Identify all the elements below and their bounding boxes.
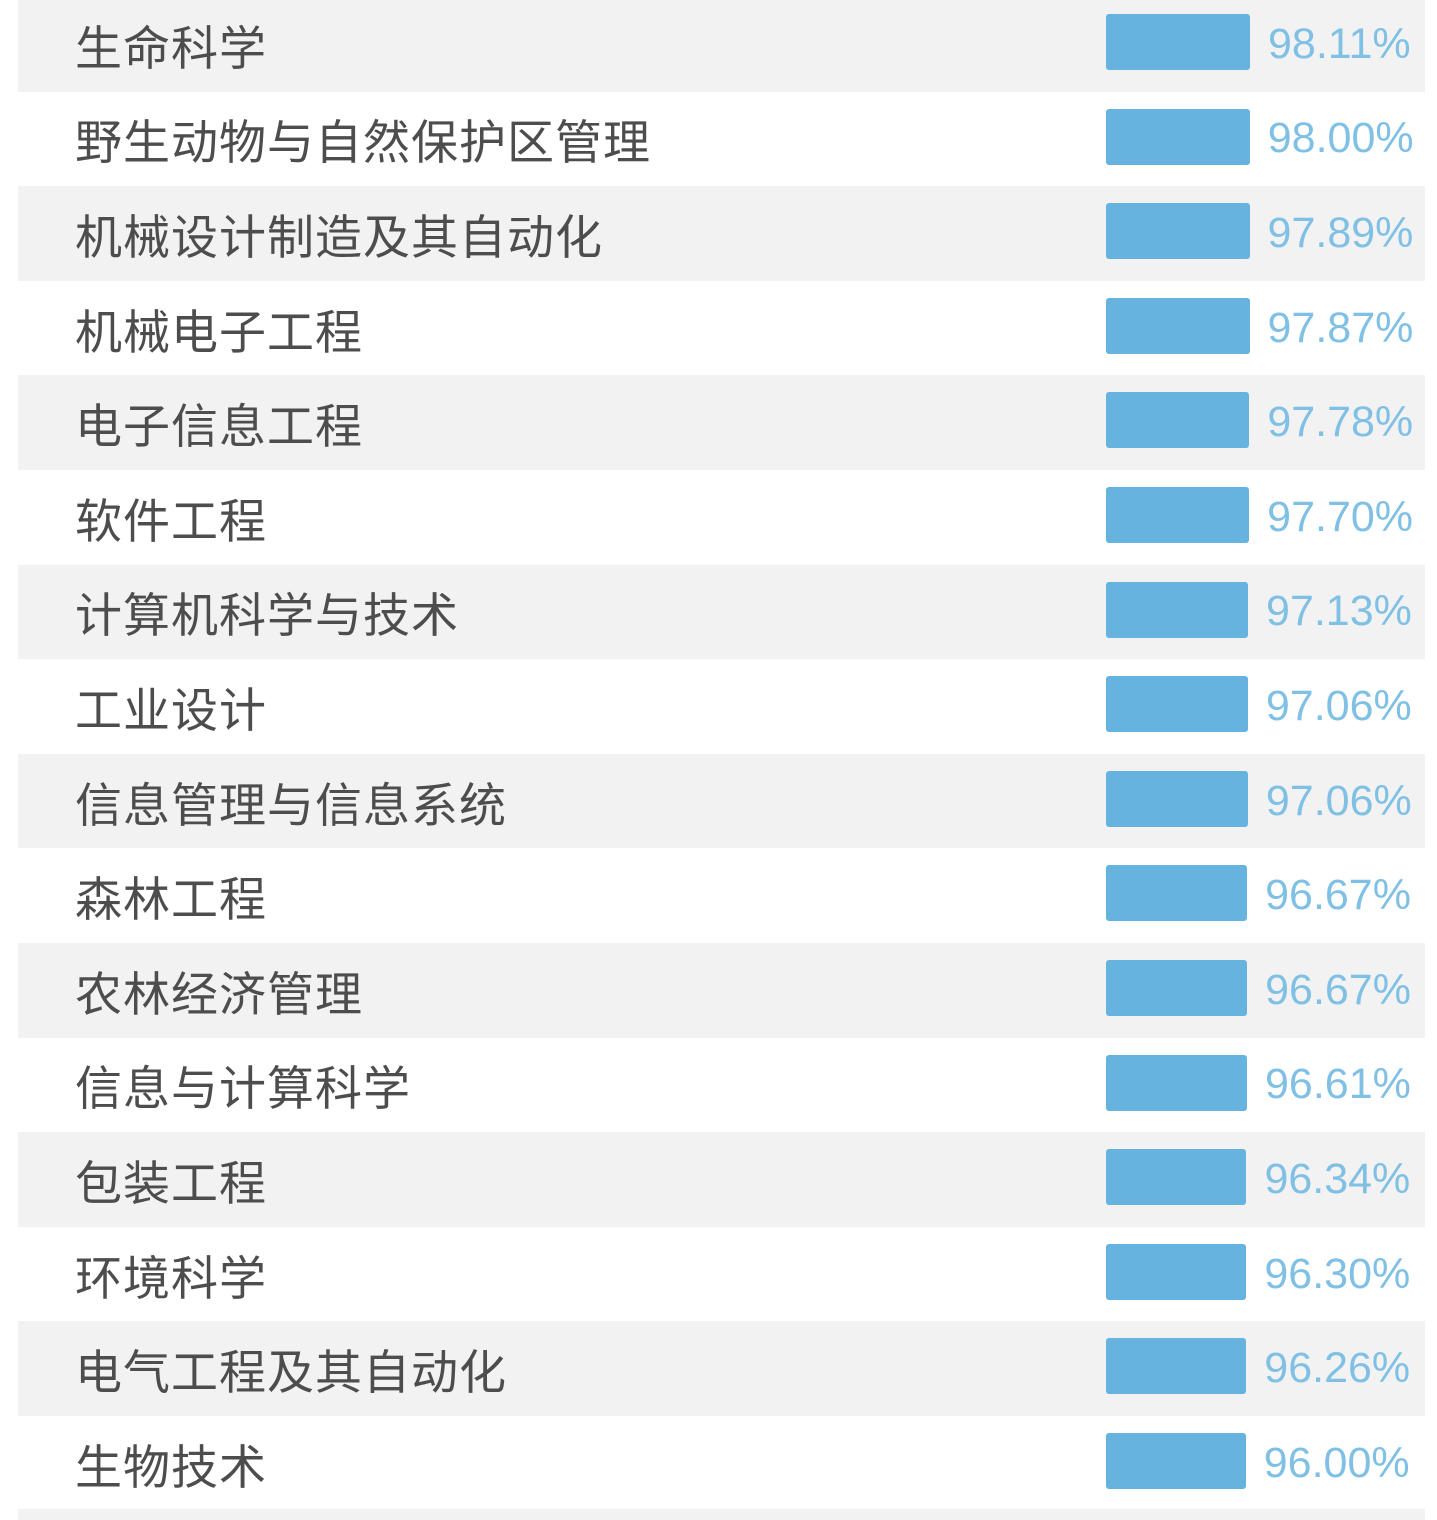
value-label: 96.26% xyxy=(1264,1321,1410,1416)
category-label: 软件工程 xyxy=(75,470,267,565)
category-label: 森林工程 xyxy=(75,848,267,943)
bar xyxy=(1106,771,1248,827)
bar xyxy=(1106,203,1250,259)
value-label: 96.61% xyxy=(1265,1038,1411,1133)
value-label: 96.34% xyxy=(1264,1132,1410,1227)
category-label: 生物技术 xyxy=(75,1416,267,1511)
value-label: 97.89% xyxy=(1268,186,1414,281)
bar xyxy=(1106,1149,1246,1205)
value-label: 97.06% xyxy=(1266,659,1412,754)
category-label: 电气工程及其自动化 xyxy=(75,1321,507,1416)
bar xyxy=(1106,1338,1246,1394)
bar xyxy=(1106,392,1249,448)
category-label: 工业设计 xyxy=(75,659,267,754)
category-label: 生命科学 xyxy=(75,0,267,92)
category-label: 计算机科学与技术 xyxy=(75,565,459,660)
bar xyxy=(1106,487,1249,543)
bar xyxy=(1106,298,1250,354)
bar xyxy=(1106,109,1250,165)
category-label: 电子信息工程 xyxy=(75,375,363,470)
chart-row: 电气工程及其自动化 96.26% xyxy=(18,1321,1425,1416)
chart-row: 电子信息工程 97.78% xyxy=(18,375,1425,470)
chart-row: 生命科学 98.11% xyxy=(18,0,1425,92)
bar xyxy=(1106,582,1248,638)
chart-row: 软件工程 97.70% xyxy=(18,470,1425,565)
chart-row: 野生动物与自然保护区管理 98.00% xyxy=(18,92,1425,187)
chart-row: 信息管理与信息系统 97.06% xyxy=(18,754,1425,849)
bar xyxy=(1106,1433,1246,1489)
bar xyxy=(1106,960,1247,1016)
chart-row: 包装工程 96.34% xyxy=(18,1132,1425,1227)
value-label: 97.70% xyxy=(1267,470,1413,565)
chart-row: 生物技术 96.00% xyxy=(18,1416,1425,1511)
category-label: 信息管理与信息系统 xyxy=(75,754,507,849)
bar xyxy=(1106,865,1247,921)
value-label: 98.00% xyxy=(1268,92,1414,187)
chart-row: 机械设计制造及其自动化 97.89% xyxy=(18,186,1425,281)
chart-row: 计算机科学与技术 97.13% xyxy=(18,565,1425,660)
value-label: 98.11% xyxy=(1268,0,1411,92)
bar xyxy=(1106,14,1250,70)
chart-row: 工业设计 97.06% xyxy=(18,659,1425,754)
next-row-partial xyxy=(18,1509,1425,1520)
category-label: 信息与计算科学 xyxy=(75,1038,411,1133)
chart-row: 环境科学 96.30% xyxy=(18,1227,1425,1322)
value-label: 96.30% xyxy=(1264,1227,1410,1322)
bar xyxy=(1106,1055,1247,1111)
category-label: 农林经济管理 xyxy=(75,943,363,1038)
chart-row: 信息与计算科学 96.61% xyxy=(18,1038,1425,1133)
chart-row: 森林工程 96.67% xyxy=(18,848,1425,943)
category-label: 包装工程 xyxy=(75,1132,267,1227)
bar xyxy=(1106,676,1248,732)
chart-row: 农林经济管理 96.67% xyxy=(18,943,1425,1038)
value-label: 97.78% xyxy=(1267,375,1413,470)
category-label: 野生动物与自然保护区管理 xyxy=(75,92,651,187)
value-label: 97.06% xyxy=(1266,754,1412,849)
bar xyxy=(1106,1244,1246,1300)
value-label: 97.13% xyxy=(1266,565,1412,660)
value-label: 96.67% xyxy=(1265,943,1411,1038)
chart-row: 机械电子工程 97.87% xyxy=(18,281,1425,376)
value-label: 97.87% xyxy=(1268,281,1414,376)
category-label: 环境科学 xyxy=(75,1227,267,1322)
category-label: 机械电子工程 xyxy=(75,281,363,376)
value-label: 96.00% xyxy=(1264,1416,1410,1511)
category-label: 机械设计制造及其自动化 xyxy=(75,186,603,281)
value-label: 96.67% xyxy=(1265,848,1411,943)
